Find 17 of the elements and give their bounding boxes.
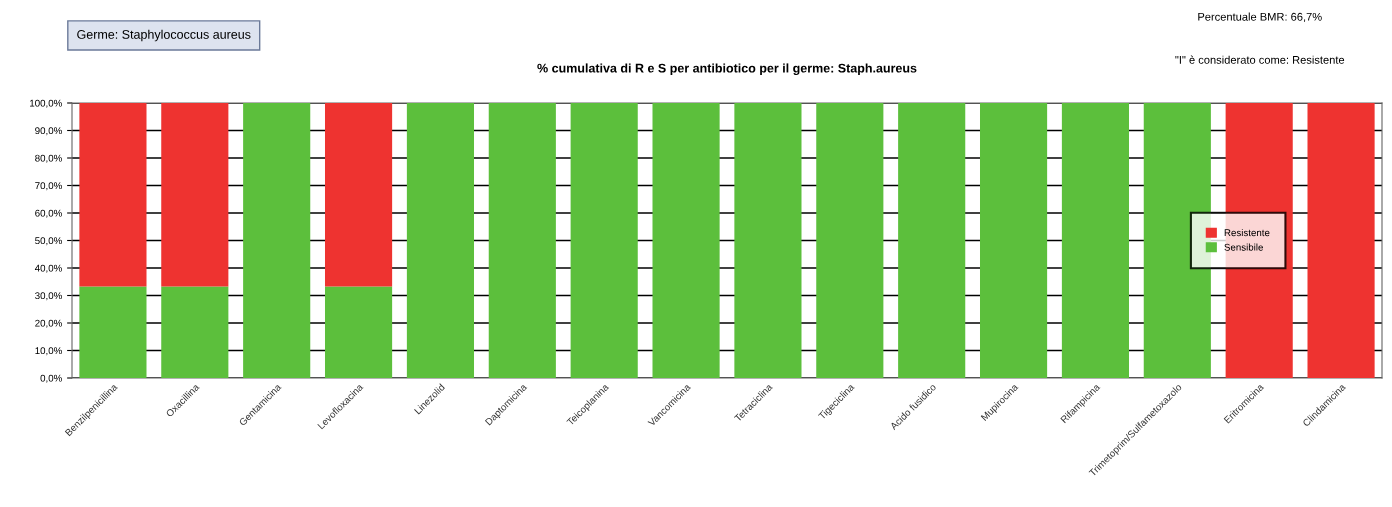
text: "I" è considerato come: Resistente [1175, 55, 1345, 64]
y-tick-label: 50,0% [35, 237, 62, 246]
legend-label: Resistente [1224, 229, 1270, 237]
text: Germe: Staphylococcus aureus [77, 29, 251, 42]
text: Percentuale BMR: 66,7% [1198, 12, 1322, 23]
y-tick-label: 90,0% [35, 127, 62, 136]
y-tick-label: 60,0% [35, 209, 62, 218]
chart-title: % cumulativa di R e S per antibiotico per il germe: Staph.aureus [537, 63, 917, 76]
y-tick-label: 80,0% [35, 154, 62, 163]
y-tick-label: 0,0% [40, 374, 62, 383]
y-tick-label: 40,0% [34, 264, 62, 273]
y-tick-label: 70,0% [35, 182, 62, 191]
legend-label: Sensibile [1224, 243, 1263, 251]
y-tick-label: 30,0% [35, 292, 62, 301]
y-tick-label: 10,0% [35, 347, 62, 356]
y-tick-label: 100,0% [30, 99, 62, 108]
y-tick-label: 20,0% [35, 319, 62, 328]
